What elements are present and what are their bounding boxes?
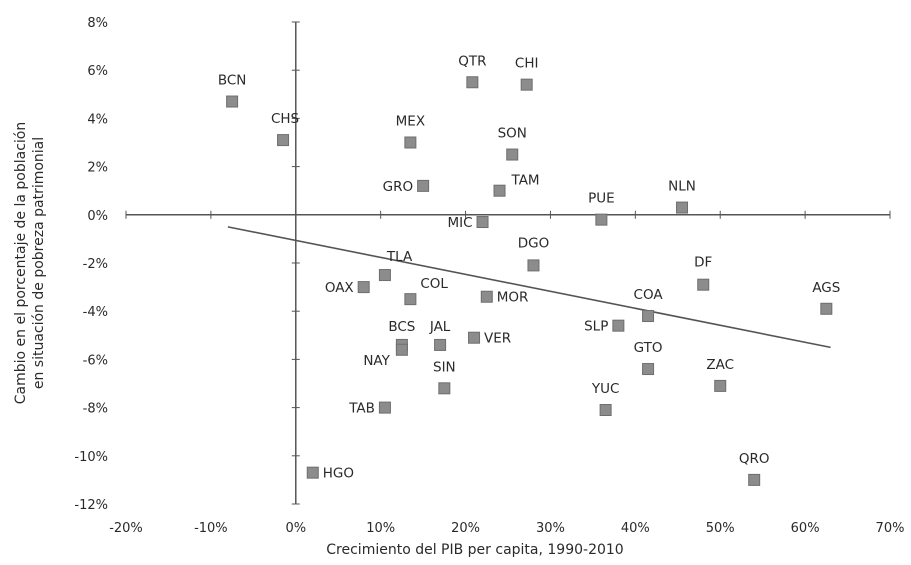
y-tick-label: 4% [87,112,108,127]
point-label-qro: QRO [739,451,770,467]
data-point-yuc [599,404,612,417]
data-point-jal [434,338,447,351]
data-point-ver [468,331,481,344]
y-tick-label: -4% [83,305,108,320]
data-point-dgo [527,259,540,272]
point-label-gto: GTO [634,340,663,356]
data-point-tab [378,401,391,414]
data-point-tla [378,269,391,282]
point-label-sin: SIN [433,359,456,375]
data-point-gto [642,363,655,376]
data-point-chi [520,78,533,91]
data-point-pue [595,213,608,226]
y-tick-label: -6% [83,353,108,368]
y-tick-label: 2% [87,161,108,176]
data-point-zac [714,379,727,392]
point-label-zac: ZAC [706,357,734,373]
data-point-nay [395,343,408,356]
point-label-dgo: DGO [518,235,549,251]
data-point-son [506,148,519,161]
data-point-mic [476,216,489,229]
point-label-slp: SLP [584,319,608,335]
trend-line [227,226,831,349]
point-label-col: COL [420,276,448,292]
data-point-col [404,293,417,306]
point-label-chs: CHS [271,111,299,127]
data-point-coa [642,310,655,323]
point-label-mor: MOR [497,290,529,306]
point-label-yuc: YUC [591,381,620,397]
x-tick-label: 40% [621,521,650,536]
point-label-son: SON [498,126,527,142]
point-label-tla: TLA [386,249,413,265]
x-tick-label: 30% [536,521,565,536]
point-label-jal: JAL [429,319,451,335]
data-point-hgo [306,466,319,479]
point-label-hgo: HGO [323,466,354,482]
data-point-slp [612,319,625,332]
point-label-tab: TAB [348,401,375,417]
data-point-qtr [466,76,479,89]
y-tick-label: 8% [87,16,108,31]
y-axis-title-line: en situación de pobreza patrimonial [31,137,47,389]
y-axis-title-line: Cambio en el porcentaje de la población [13,122,29,404]
x-tick-label: 70% [876,521,905,536]
y-tick-label: 6% [87,64,108,79]
y-tick-label: -2% [83,257,108,272]
point-label-df: DF [694,255,712,271]
x-tick-label: 10% [366,521,395,536]
point-label-nln: NLN [668,179,696,195]
y-tick-label: -8% [83,402,108,417]
x-tick-label: 60% [791,521,820,536]
x-tick-label: 0% [285,521,306,536]
point-label-pue: PUE [588,191,615,207]
y-tick-label: -12% [74,498,108,513]
x-tick-label: -10% [194,521,228,536]
y-axis-title: Cambio en el porcentaje de la población e… [13,122,47,404]
point-label-coa: COA [634,287,664,303]
point-label-ags: AGS [812,280,840,296]
data-point-qro [748,473,761,486]
data-point-mor [480,290,493,303]
data-point-oax [357,281,370,294]
data-point-bcn [226,95,239,108]
data-point-df [697,278,710,291]
point-label-bcs: BCS [388,319,415,335]
point-label-chi: CHI [515,56,539,72]
x-tick-label: -20% [109,521,143,536]
point-label-qtr: QTR [458,53,486,69]
y-tick-label: 0% [87,209,108,224]
x-tick-label: 50% [706,521,735,536]
data-point-tam [493,184,506,197]
data-point-nln [676,201,689,214]
data-point-mex [404,136,417,149]
point-label-oax: OAX [325,280,354,296]
y-tick-label: -10% [74,450,108,465]
point-label-gro: GRO [383,179,413,195]
point-label-bcn: BCN [218,73,247,89]
point-label-mex: MEX [396,114,425,130]
data-point-sin [438,382,451,395]
point-label-mic: MIC [447,215,472,231]
data-point-gro [417,179,430,192]
point-label-ver: VER [484,331,511,347]
x-tick-label: 20% [451,521,480,536]
point-label-nay: NAY [363,353,390,369]
data-point-chs [277,134,290,147]
data-point-ags [820,302,833,315]
point-label-tam: TAM [511,173,540,189]
x-axis-title: Crecimiento del PIB per capita, 1990-201… [326,542,623,558]
